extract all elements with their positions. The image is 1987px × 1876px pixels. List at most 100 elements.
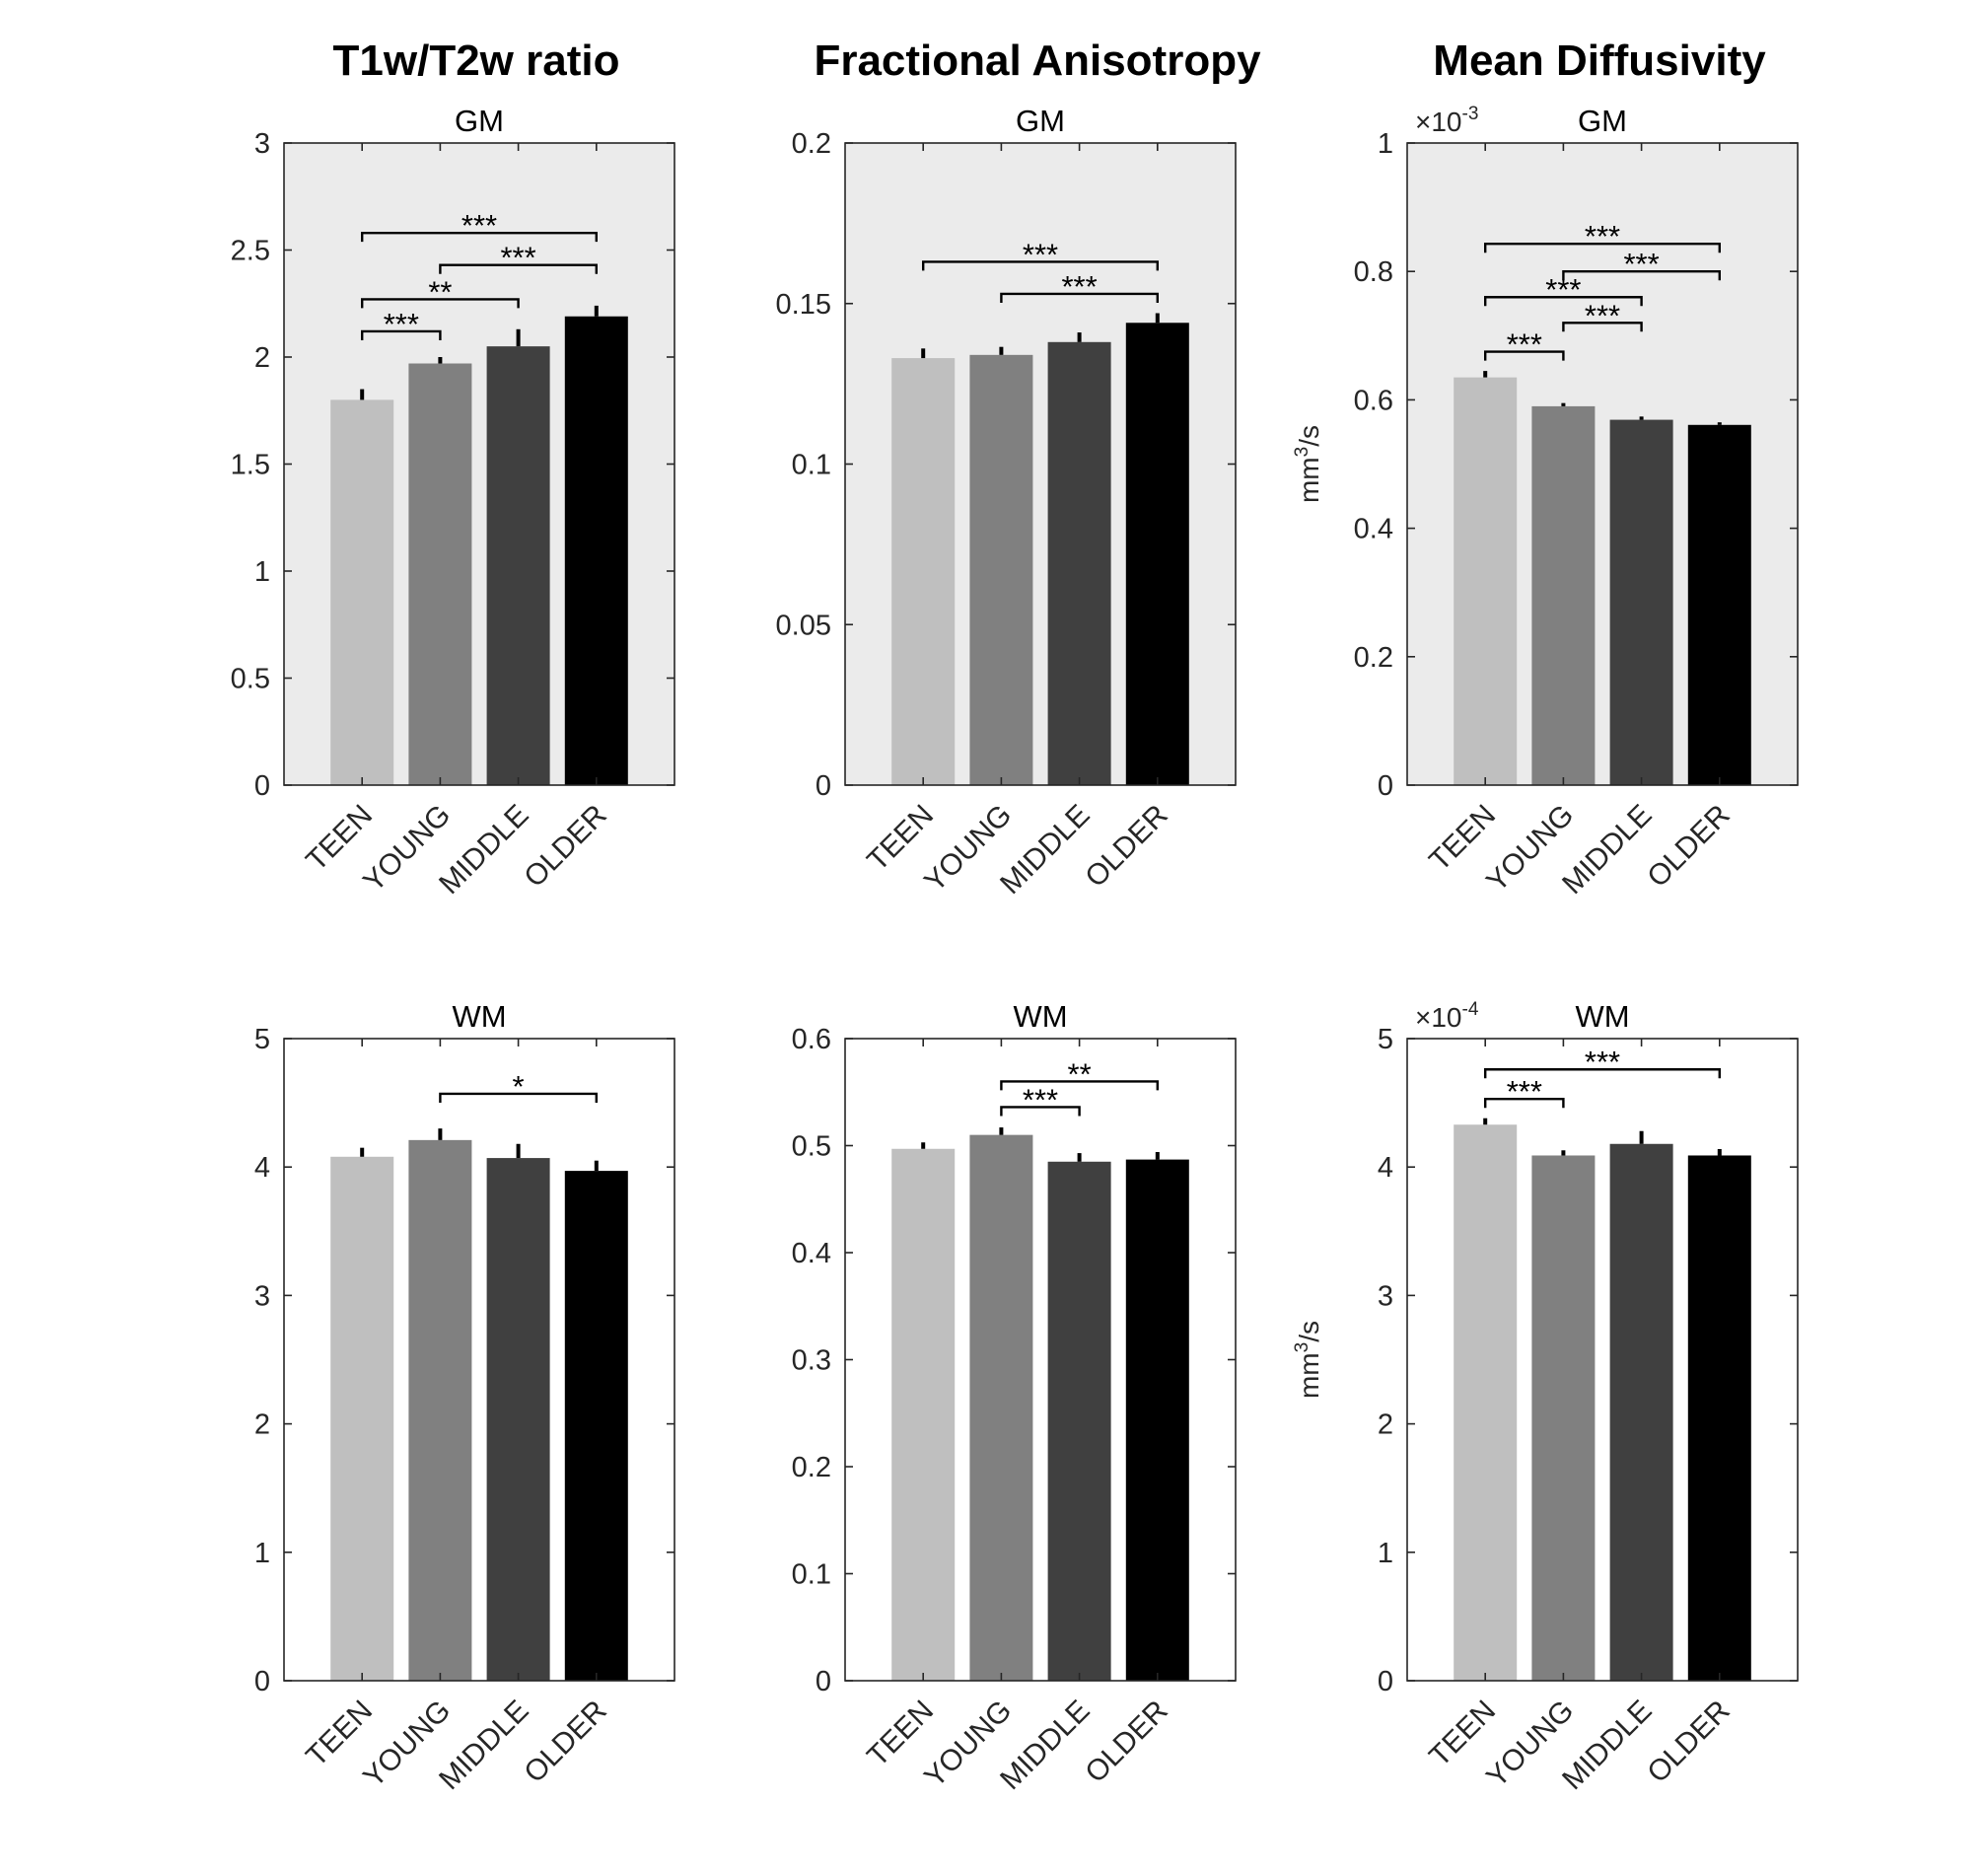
bar-middle [486,1158,550,1681]
column-title-fa: Fractional Anisotropy [814,36,1261,85]
bar-older [564,1171,628,1681]
y-axis-label-tail: /s [1294,1321,1324,1342]
panel-title: WM [452,999,506,1034]
y-tick-label: 3 [1378,1280,1393,1312]
y-axis-label-tail: /s [1294,425,1324,447]
significance-stars: *** [1585,1045,1620,1079]
panel-title: GM [1016,104,1065,138]
y-tick-label: 0 [254,1666,270,1697]
y-tick-label: 0.1 [792,450,831,481]
significance-bracket [361,231,598,243]
x-category-label: OLDER [1641,1695,1736,1789]
significance-stars: ** [1068,1056,1092,1091]
y-tick-label: 0.1 [792,1559,831,1591]
axes-box [283,1038,675,1682]
y-tick-label: 0.2 [792,1452,831,1483]
y-tick-label: 1 [254,556,270,588]
bar-teen [330,399,394,785]
exponent-base: ×10 [1415,1002,1462,1033]
bar-older [1687,424,1751,785]
bar-teen [891,358,956,785]
panel-title: WM [1013,999,1067,1034]
significance-stars: *** [1507,327,1542,362]
y-tick-label: 0.2 [792,128,831,160]
significance-stars: *** [1585,219,1620,253]
y-tick-label: 4 [1378,1152,1393,1184]
y-tick-label: 0 [254,770,270,802]
y-tick-label: 0.5 [792,1131,831,1163]
significance-bracket [1484,1097,1565,1109]
y-tick-label: 2.5 [231,236,270,267]
significance-stars: *** [384,307,419,341]
axes-box [1406,1038,1799,1682]
y-axis-label-sup: 3 [1292,447,1313,458]
bar-middle [1047,1161,1111,1681]
y-tick-label: 1 [1378,1538,1393,1569]
significance-bracket [361,298,520,309]
x-category-label: OLDER [518,1695,612,1789]
y-tick-label: 0.2 [1354,642,1393,674]
bar-middle [1609,1143,1673,1681]
y-axis-label: mm3/s [1292,425,1324,503]
y-axis-label: mm3/s [1292,1321,1324,1399]
bar-teen [330,1156,394,1681]
panel-gm-t1w-t2w: 00.511.522.53TEENYOUNGMIDDLEOLDERGM*****… [231,104,675,901]
panel-title: WM [1575,999,1629,1034]
bar-older [564,316,628,785]
bar-middle [1047,341,1111,785]
y-tick-label: 2 [254,1409,270,1441]
y-tick-label: 2 [254,342,270,374]
panel-gm-fa: 00.050.10.150.2TEENYOUNGMIDDLEOLDERGM***… [776,104,1237,901]
y-tick-label: 2 [1378,1409,1393,1441]
significance-stars: * [513,1069,525,1104]
bar-young [1531,405,1596,785]
y-tick-label: 0.05 [776,610,831,641]
significance-bracket [361,329,442,340]
panel-title: GM [455,104,504,138]
significance-stars: *** [1023,237,1058,271]
y-tick-label: 3 [254,1280,270,1312]
panel-title: GM [1578,104,1627,138]
bar-young [969,354,1033,785]
y-tick-label: 5 [254,1024,270,1055]
y-tick-label: 1 [1378,128,1393,160]
exponent-base: ×10 [1415,107,1462,137]
x-category-label: OLDER [1641,799,1736,894]
significance-bracket [1562,322,1643,332]
x-category-label: OLDER [1079,1695,1173,1789]
y-axis-label-base: mm [1294,457,1324,503]
x-category-label: OLDER [1079,799,1173,894]
column-title-md: Mean Diffusivity [1433,36,1766,85]
y-tick-label: 4 [254,1152,270,1184]
significance-stars: *** [500,241,535,275]
y-axis-label-base: mm [1294,1352,1324,1399]
bar-older [1125,1159,1189,1681]
y-tick-label: 0.4 [1354,514,1393,545]
y-tick-label: 0 [1378,1666,1393,1697]
bar-teen [1454,377,1518,785]
y-tick-label: 0.6 [792,1024,831,1055]
y-tick-label: 0.6 [1354,385,1393,416]
bar-teen [891,1148,956,1681]
axis-exponent: ×10-3 [1415,104,1478,137]
significance-stars: ** [428,274,452,309]
significance-bracket [1562,270,1721,281]
y-tick-label: 0.8 [1354,256,1393,288]
significance-bracket [1000,1106,1081,1117]
significance-stars: *** [1585,298,1620,332]
y-tick-label: 3 [254,128,270,160]
significance-bracket [1484,296,1643,307]
significance-stars: *** [461,208,497,243]
y-axis-label-sup: 3 [1292,1342,1313,1353]
significance-stars: *** [1623,247,1659,281]
bar-young [408,1139,472,1681]
y-tick-label: 0 [816,770,831,802]
y-tick-label: 5 [1378,1024,1393,1055]
bar-middle [486,346,550,785]
significance-bracket [922,260,1159,271]
y-tick-label: 0.15 [776,289,831,321]
significance-bracket [1484,350,1565,361]
significance-bracket [1484,243,1721,253]
bar-middle [1609,419,1673,785]
